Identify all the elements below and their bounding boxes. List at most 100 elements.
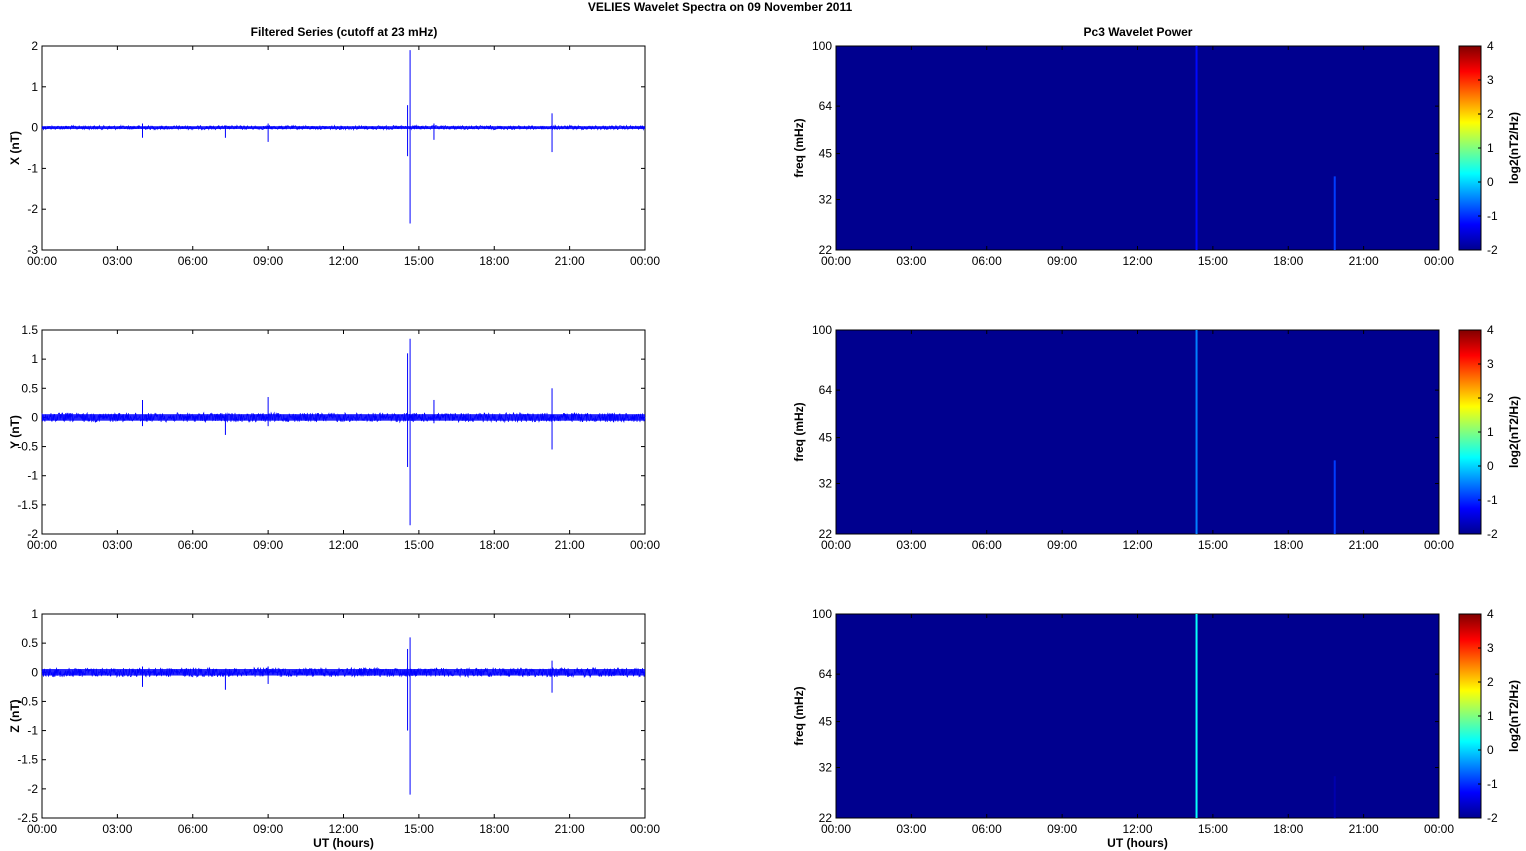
- x-tick-label-right: 21:00: [1349, 822, 1379, 836]
- x-tick-label-right: 06:00: [972, 254, 1002, 268]
- freq-tick-label: 100: [812, 607, 832, 621]
- x-tick-label-right: 03:00: [896, 538, 926, 552]
- x-tick-label-left: 00:00: [27, 538, 57, 552]
- series-ylabel: Y (nT): [8, 415, 22, 449]
- left-column-title: Filtered Series (cutoff at 23 mHz): [251, 25, 438, 39]
- spectrogram-xlabel: UT (hours): [1107, 836, 1168, 850]
- x-tick-label-left: 09:00: [253, 538, 283, 552]
- y-tick-label: 0: [31, 665, 38, 679]
- y-tick-label: 0: [31, 410, 38, 424]
- x-tick-label-left: 21:00: [555, 254, 585, 268]
- y-tick-label: 1: [31, 80, 38, 94]
- x-tick-label-right: 18:00: [1273, 254, 1303, 268]
- freq-tick-label: 45: [819, 431, 833, 445]
- x-tick-label-right: 18:00: [1273, 822, 1303, 836]
- colorbar-tick-label: 0: [1487, 743, 1494, 757]
- y-tick-label: 2: [31, 39, 38, 53]
- x-tick-label-right: 09:00: [1047, 254, 1077, 268]
- y-tick-label: 1.5: [21, 323, 38, 337]
- colorbar-tick-label: 4: [1487, 607, 1494, 621]
- freq-tick-label: 64: [819, 667, 833, 681]
- colorbar-tick-label: 3: [1487, 641, 1494, 655]
- x-tick-label-right: 06:00: [972, 822, 1002, 836]
- x-tick-label-right: 00:00: [821, 538, 851, 552]
- x-tick-label-left: 15:00: [404, 538, 434, 552]
- y-tick-label: -1.5: [17, 498, 38, 512]
- y-tick-label: -2: [27, 782, 38, 796]
- freq-tick-label: 22: [819, 527, 833, 541]
- spectrogram-feature: [1195, 330, 1198, 534]
- colorbar-tick-label: 2: [1487, 107, 1494, 121]
- y-tick-label: -2.5: [17, 811, 38, 825]
- x-tick-label-right: 09:00: [1047, 822, 1077, 836]
- freq-tick-label: 100: [812, 39, 832, 53]
- x-tick-label-right: 12:00: [1122, 822, 1152, 836]
- colorbar-tick-label: 2: [1487, 675, 1494, 689]
- colorbar-tick-label: 0: [1487, 175, 1494, 189]
- x-tick-label-right: 18:00: [1273, 538, 1303, 552]
- colorbar-tick-label: 3: [1487, 73, 1494, 87]
- x-tick-label-left: 03:00: [102, 822, 132, 836]
- series-xlabel: UT (hours): [313, 836, 374, 850]
- freq-tick-label: 64: [819, 383, 833, 397]
- colorbar-tick-label: -2: [1487, 243, 1498, 257]
- figure-title: VELIES Wavelet Spectra on 09 November 20…: [587, 0, 853, 14]
- x-tick-label-left: 12:00: [328, 822, 358, 836]
- x-tick-label-right: 15:00: [1198, 822, 1228, 836]
- x-tick-label-left: 18:00: [479, 538, 509, 552]
- x-tick-label-right: 15:00: [1198, 254, 1228, 268]
- colorbar-tick-label: 0: [1487, 459, 1494, 473]
- series-plot-area: [41, 45, 646, 251]
- spectrogram-feature: [1333, 776, 1336, 818]
- x-tick-label-right: 09:00: [1047, 538, 1077, 552]
- x-tick-label-left: 21:00: [555, 822, 585, 836]
- freq-tick-label: 100: [812, 323, 832, 337]
- x-tick-label-left: 06:00: [178, 822, 208, 836]
- x-tick-label-left: 03:00: [102, 254, 132, 268]
- x-tick-label-left: 06:00: [178, 254, 208, 268]
- y-tick-label: -3: [27, 243, 38, 257]
- x-tick-label-right: 21:00: [1349, 254, 1379, 268]
- freq-tick-label: 32: [819, 477, 833, 491]
- freq-tick-label: 45: [819, 715, 833, 729]
- y-tick-label: -0.5: [17, 694, 38, 708]
- right-column-title: Pc3 Wavelet Power: [1084, 25, 1193, 39]
- x-tick-label-left: 00:00: [630, 822, 660, 836]
- colorbar-tick-label: 3: [1487, 357, 1494, 371]
- x-tick-label-left: 15:00: [404, 822, 434, 836]
- series-noise-band: [42, 126, 645, 130]
- x-tick-label-left: 06:00: [178, 538, 208, 552]
- spectrogram-feature: [1195, 614, 1198, 818]
- y-tick-label: -2: [27, 527, 38, 541]
- colorbar-tick-label: -1: [1487, 493, 1498, 507]
- colorbar-tick-label: 4: [1487, 323, 1494, 337]
- freq-axis-label: freq (mHz): [792, 118, 806, 177]
- colorbar: [1458, 329, 1482, 535]
- y-tick-label: 1: [31, 607, 38, 621]
- colorbar-tick-label: 1: [1487, 425, 1494, 439]
- series-noise-band: [42, 414, 645, 421]
- colorbar: [1458, 45, 1482, 251]
- spectrogram-feature: [1333, 176, 1336, 250]
- freq-tick-label: 64: [819, 99, 833, 113]
- colorbar-tick-label: -1: [1487, 777, 1498, 791]
- freq-tick-label: 45: [819, 147, 833, 161]
- x-tick-label-left: 15:00: [404, 254, 434, 268]
- series-plot-area: [41, 329, 646, 535]
- colorbar-label: log2(nT2/Hz): [1507, 680, 1521, 752]
- x-tick-label-right: 03:00: [896, 254, 926, 268]
- spectrogram-feature: [1333, 460, 1336, 534]
- spectrogram-area: [835, 329, 1440, 535]
- freq-tick-label: 22: [819, 243, 833, 257]
- x-tick-label-left: 03:00: [102, 538, 132, 552]
- freq-axis-label: freq (mHz): [792, 686, 806, 745]
- x-tick-label-left: 18:00: [479, 254, 509, 268]
- x-tick-label-right: 12:00: [1122, 254, 1152, 268]
- colorbar-tick-label: -1: [1487, 209, 1498, 223]
- freq-tick-label: 22: [819, 811, 833, 825]
- y-tick-label: 1: [31, 352, 38, 366]
- y-tick-label: 0: [31, 121, 38, 135]
- colorbar-label: log2(nT2/Hz): [1507, 396, 1521, 468]
- y-tick-label: -0.5: [17, 440, 38, 454]
- x-tick-label-right: 00:00: [1424, 822, 1454, 836]
